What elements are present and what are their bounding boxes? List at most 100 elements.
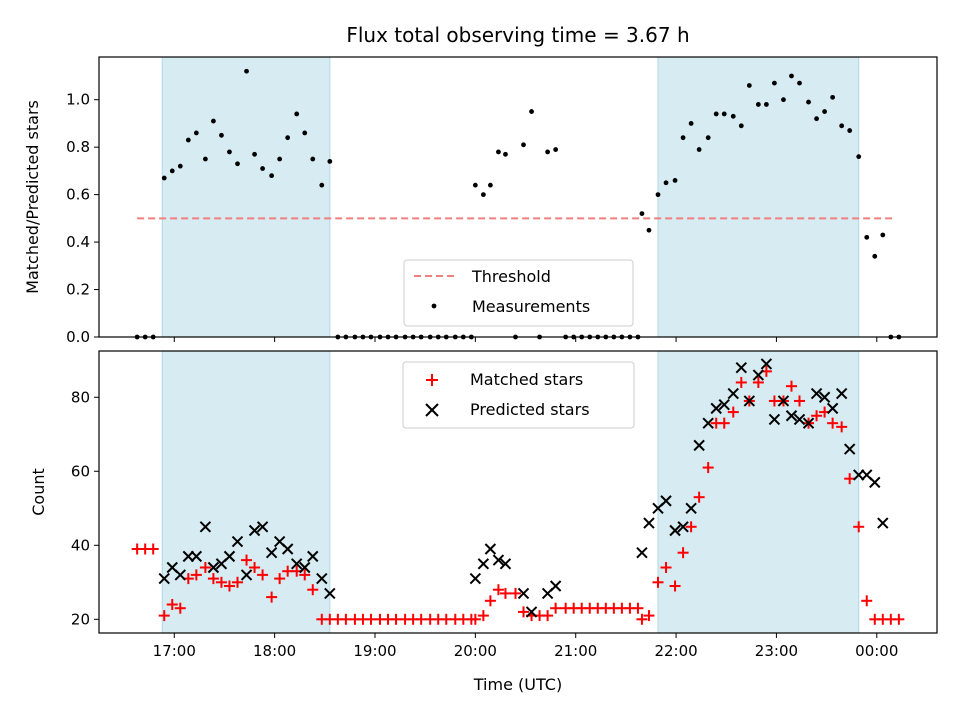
xtick-label: 19:00 — [353, 642, 396, 660]
predicted-star-point — [743, 395, 756, 407]
measurement-point — [663, 180, 669, 186]
x-b — [174, 569, 186, 581]
matched-star-point — [499, 587, 511, 599]
x-b — [316, 572, 328, 585]
top-ytick-label: 0.4 — [66, 233, 90, 251]
legend-matched-label: Matched stars — [470, 370, 583, 389]
measurement-point — [177, 163, 183, 169]
predicted-star-point — [710, 402, 722, 415]
predicted-star-point — [199, 521, 212, 533]
x-b — [835, 387, 848, 400]
measurement-point — [880, 232, 886, 238]
predicted-star-point — [316, 572, 328, 585]
measurement-point — [302, 130, 308, 136]
matched-star-point — [469, 613, 481, 625]
predicted-star-point — [469, 572, 482, 585]
measurement-point — [472, 182, 478, 188]
measurement-point — [806, 99, 811, 105]
x-b — [158, 572, 170, 585]
matched-star-point — [223, 580, 235, 592]
predicted-star-point — [810, 387, 823, 400]
matched-star-point — [685, 521, 697, 533]
measurement-point — [185, 137, 191, 143]
matched-star-point — [844, 473, 856, 485]
x-b — [735, 361, 748, 374]
x-b — [743, 395, 756, 407]
matched-star-point — [518, 606, 530, 618]
measurement-point — [646, 227, 652, 233]
matched-star-point — [794, 395, 806, 407]
predicted-star-point — [190, 550, 203, 563]
matched-star-point — [643, 610, 655, 622]
matched-star-point — [853, 521, 865, 533]
measurement-point — [688, 121, 694, 126]
xtick-label: 21:00 — [554, 642, 597, 660]
predicted-star-point — [777, 395, 790, 407]
matched-star-point — [158, 610, 170, 622]
x-b — [299, 561, 311, 574]
x-b — [643, 517, 655, 529]
measurement-point — [763, 102, 769, 107]
predicted-star-point — [677, 521, 689, 533]
predicted-star-point — [265, 546, 278, 559]
top-ylabel: Matched/Predicted stars — [23, 100, 42, 294]
top-ytick-label: 0.2 — [66, 281, 90, 299]
bottom-axes-frame — [98, 350, 938, 634]
top-legend-box — [403, 259, 634, 327]
predicted-star-point — [256, 521, 269, 533]
predicted-star-point — [818, 391, 831, 403]
x-b — [802, 417, 815, 429]
xtick-label: 00:00 — [855, 642, 898, 660]
x-b — [810, 387, 823, 400]
measurement-point — [252, 151, 257, 157]
matched-star-point — [492, 584, 504, 596]
measurement-point — [755, 102, 761, 107]
matched-star-point — [215, 576, 227, 588]
matched-star-point — [241, 554, 253, 566]
measurement-point — [746, 83, 752, 88]
x-b — [636, 546, 648, 559]
x-b — [190, 550, 203, 563]
predicted-star-point — [685, 502, 697, 514]
x-b — [702, 417, 714, 429]
x-b — [248, 524, 261, 537]
predicted-star-point — [525, 606, 538, 618]
predicted-star-point — [517, 587, 530, 600]
predicted-star-point — [643, 517, 655, 529]
predicted-star-point — [174, 569, 186, 581]
predicted-star-point — [499, 558, 512, 570]
x-b — [281, 543, 294, 555]
x-b — [273, 535, 286, 548]
bottom-shading-group — [161, 350, 860, 634]
x-b — [166, 561, 178, 574]
matched-star-point — [477, 610, 489, 622]
x-b — [752, 369, 765, 381]
predicted-star-point — [802, 417, 815, 429]
x-b — [693, 439, 705, 452]
x-b — [469, 572, 482, 585]
measurement-point — [789, 73, 794, 79]
x-b — [768, 413, 781, 426]
matched-star-point — [542, 610, 554, 622]
measurement-point — [822, 109, 827, 114]
predicted-star-point — [231, 535, 244, 548]
measurement-point — [847, 128, 853, 133]
measurement-point — [285, 135, 291, 141]
top-legend: Threshold Measurements — [403, 259, 634, 327]
predicted-star-point — [636, 546, 648, 559]
x-b — [869, 476, 881, 489]
matched-star-point — [636, 613, 648, 625]
matched-star-point — [307, 584, 319, 596]
predicted-star-point — [291, 558, 303, 570]
predicted-star-point — [835, 387, 848, 400]
x-b — [843, 443, 856, 455]
matched-star-point — [727, 406, 739, 418]
matched-star-point — [274, 573, 286, 585]
x-b — [265, 546, 278, 559]
measurement-point — [864, 234, 870, 240]
measurement-point — [705, 135, 711, 141]
matched-star-point — [174, 602, 186, 614]
matched-star-point — [669, 580, 681, 592]
predicted-star-point — [693, 439, 705, 452]
matched-star-point — [652, 576, 664, 588]
